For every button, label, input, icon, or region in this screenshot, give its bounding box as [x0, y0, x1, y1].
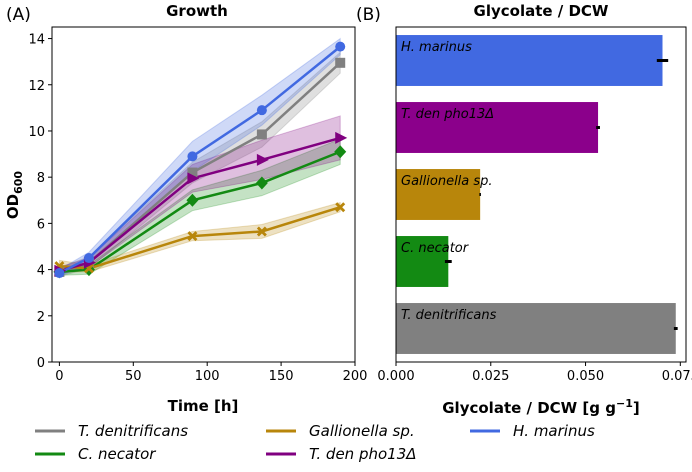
- point-gallionella-sp: [187, 231, 198, 242]
- legend-item-c-necator: C. necator: [35, 445, 156, 463]
- bar-label-h-marinus: H. marinus: [401, 40, 472, 55]
- legend-label: C. necator: [78, 445, 156, 463]
- point-h-marinus: [335, 41, 346, 52]
- point-gallionella-sp: [256, 226, 267, 237]
- x-tick-label: 200: [343, 369, 368, 384]
- legend-label: T. denitrificans: [78, 422, 188, 440]
- glycolate-plot-frame: [395, 26, 687, 363]
- legend: T. denitrificans Gallionella sp. H. marinu…: [35, 422, 595, 463]
- glycolate-bar-labels: H. marinus T. den pho13Δ Gallionella sp. C.…: [401, 40, 497, 323]
- glycolate-x-ticks: 0.000 0.025 0.050 0.075: [377, 362, 692, 384]
- legend-item-h-marinus: H. marinus: [470, 422, 595, 440]
- x-tick-label: 0.050: [567, 369, 604, 384]
- y-tick-label: 0: [37, 356, 45, 371]
- bar-label-t-den-pho13: T. den pho13Δ: [401, 107, 494, 122]
- x-label-superscript: −1: [616, 397, 633, 410]
- growth-x-ticks: 0 50 100 150 200: [55, 362, 367, 384]
- legend-item-gallionella-sp: Gallionella sp.: [266, 422, 415, 440]
- x-tick-label: 0.000: [377, 369, 414, 384]
- y-tick-label: 6: [37, 217, 45, 232]
- x-tick-label: 0: [55, 369, 63, 384]
- y-label-subscript: 600: [12, 171, 25, 194]
- point-c-necator: [334, 145, 347, 159]
- x-tick-label: 0.025: [472, 369, 509, 384]
- panel-b-label: (B): [356, 5, 381, 25]
- bar-c-necator: [396, 236, 449, 287]
- y-tick-label: 12: [28, 79, 45, 94]
- legend-label: T. den pho13Δ: [309, 445, 417, 463]
- x-label-main: Glycolate / DCW [g g: [442, 399, 616, 417]
- point-t-den-pho13: [187, 172, 200, 185]
- point-c-necator: [255, 176, 268, 190]
- glycolate-x-axis-label: Glycolate / DCW [g g−1]: [442, 397, 639, 417]
- x-tick-label: 0.075: [662, 369, 692, 384]
- point-gallionella-sp: [335, 202, 346, 213]
- bar-h-marinus: [396, 35, 663, 86]
- y-tick-label: 10: [28, 125, 45, 140]
- point-h-marinus: [256, 105, 267, 116]
- x-tick-label: 100: [195, 369, 220, 384]
- y-label-main: OD: [4, 194, 22, 219]
- y-tick-label: 2: [37, 310, 45, 325]
- growth-chart: Growth 0 50 100 150 200 0 2 4 6 8 10 12 14 Time [h]…: [4, 2, 367, 415]
- growth-y-ticks: 0 2 4 6 8 10 12 14: [28, 33, 52, 371]
- legend-item-t-den-pho13: T. den pho13Δ: [266, 445, 417, 463]
- legend-label: H. marinus: [513, 422, 595, 440]
- y-tick-label: 4: [37, 264, 45, 279]
- growth-chart-title: Growth: [166, 2, 228, 20]
- glycolate-error-bars: [444, 59, 678, 330]
- glycolate-chart: Glycolate / DCW H. marinus T. den pho13Δ G…: [377, 2, 692, 417]
- growth-plot-frame: [51, 26, 356, 363]
- bar-t-denitrificans: [396, 303, 676, 354]
- point-h-marinus: [187, 151, 198, 162]
- bar-gallionella-sp: [396, 169, 481, 220]
- growth-x-axis-label: Time [h]: [168, 397, 239, 415]
- bar-t-den-pho13: [396, 102, 599, 153]
- bar-label-c-necator: C. necator: [401, 241, 470, 256]
- glycolate-bars: [396, 35, 676, 354]
- point-t-den-pho13: [335, 131, 348, 144]
- legend-label: Gallionella sp.: [309, 422, 415, 440]
- y-tick-label: 8: [37, 171, 45, 186]
- point-t-denitrificans: [256, 129, 267, 140]
- x-tick-label: 50: [125, 369, 142, 384]
- growth-markers: [53, 41, 348, 279]
- point-t-den-pho13: [256, 153, 269, 166]
- y-tick-label: 14: [28, 33, 45, 48]
- x-tick-label: 150: [269, 369, 294, 384]
- bar-label-gallionella-sp: Gallionella sp.: [401, 174, 493, 189]
- point-c-necator: [186, 193, 199, 207]
- point-h-marinus: [54, 268, 65, 279]
- x-label-end: ]: [633, 399, 640, 417]
- growth-bands: [58, 37, 341, 278]
- bar-label-t-denitrificans: T. denitrificans: [401, 308, 497, 323]
- point-t-denitrificans: [187, 167, 198, 178]
- growth-y-axis-label: OD600: [4, 171, 25, 220]
- legend-item-t-denitrificans: T. denitrificans: [35, 422, 188, 440]
- point-h-marinus: [83, 253, 94, 264]
- panel-a-label: (A): [6, 5, 31, 25]
- point-t-denitrificans: [335, 57, 346, 68]
- glycolate-chart-title: Glycolate / DCW: [474, 2, 609, 20]
